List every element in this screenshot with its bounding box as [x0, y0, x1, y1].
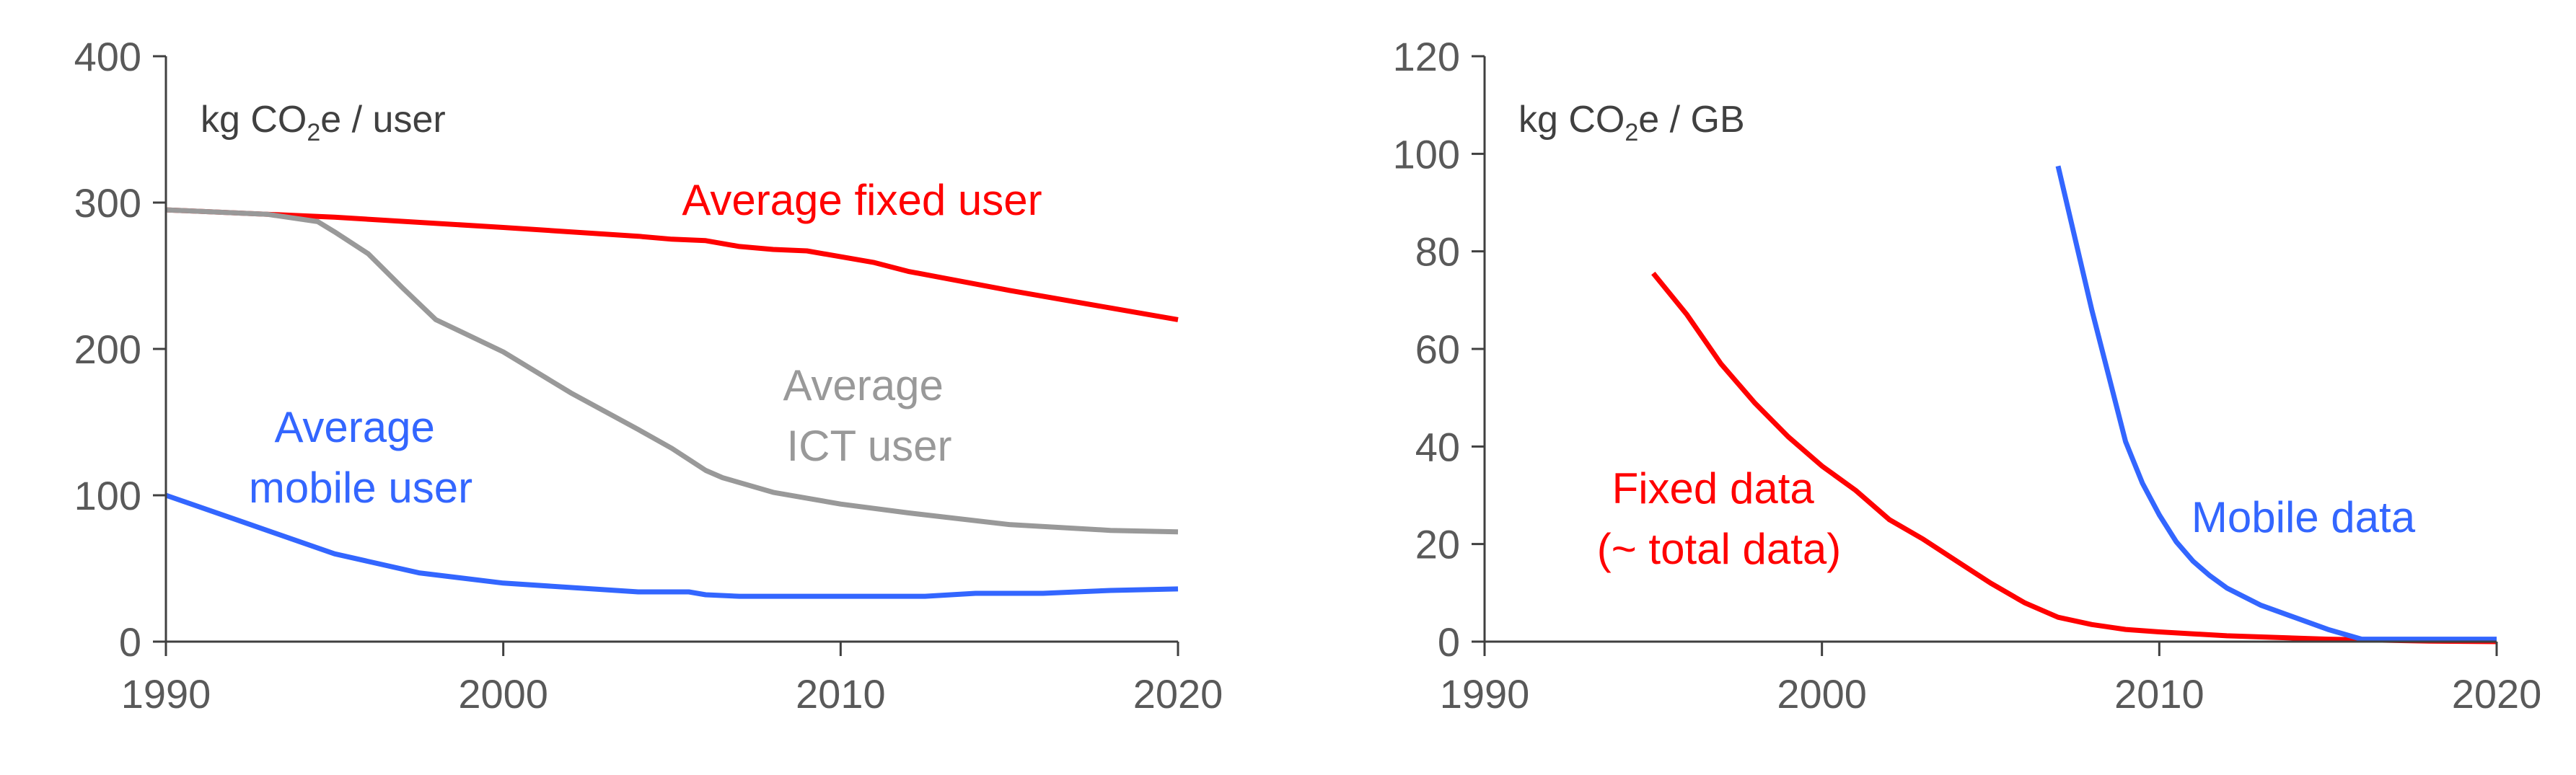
chart2-y-tick-label: 20: [1415, 522, 1460, 567]
chart2-x-tick-label: 1990: [1440, 671, 1530, 717]
series-line-average-fixed-user: [165, 207, 1179, 322]
series-line-average-mobile-user: [164, 492, 1179, 599]
chart2-series-group: [1651, 165, 2497, 645]
chart2-x-tick-label: 2020: [2452, 671, 2542, 717]
chart2-y-tick-label: 120: [1393, 34, 1460, 79]
chart2-y-tick-label: 100: [1393, 131, 1460, 177]
chart2-tick-labels: 0 20 40 60 80 100 120 1990 2000 2010 2020: [1393, 34, 2542, 717]
chart1-y-tick-label: 200: [74, 327, 141, 372]
label-average-mobile-user: Average mobile user: [249, 403, 472, 512]
label-fixed-data: Fixed data (~ total data): [1597, 464, 1842, 573]
label-average-ict-user-line1: Average: [783, 361, 943, 409]
label-average-fixed-user: Average fixed user: [682, 176, 1042, 224]
label-mobile-data: Mobile data: [2192, 493, 2416, 541]
label-average-mobile-user-line1: Average: [274, 403, 434, 451]
chart1-x-tick-label: 2000: [458, 671, 548, 717]
chart2-x-tick-label: 2000: [1777, 671, 1867, 717]
chart1-unit-label: kg CO2e / user: [201, 99, 446, 146]
chart1-unit-main: kg CO: [201, 99, 307, 141]
chart2-unit-rest: e / GB: [1638, 99, 1744, 141]
chart2-y-tick-label: 0: [1438, 619, 1460, 665]
label-average-fixed-user-line1: Average fixed user: [682, 176, 1042, 224]
label-mobile-data-line1: Mobile data: [2192, 493, 2416, 541]
chart2-axes: [1472, 55, 2498, 656]
series-line-mobile-data: [2055, 165, 2497, 642]
chart2-y-tick-label: 80: [1415, 229, 1460, 275]
chart1-series-group: [164, 207, 1179, 599]
chart1-axes: [153, 55, 1179, 656]
chart1-y-tick-label: 300: [74, 180, 141, 226]
chart1-y-tick-label: 100: [74, 473, 141, 518]
series-line-average-ict-user: [165, 207, 1179, 535]
chart2-y-tick-label: 40: [1415, 424, 1460, 469]
chart1-y-tick-label: 400: [74, 34, 141, 79]
chart2-unit-main: kg CO: [1518, 99, 1625, 141]
chart1-unit-rest: e / user: [320, 99, 445, 141]
chart2-y-tick-label: 60: [1415, 327, 1460, 372]
chart1-x-tick-label: 2010: [796, 671, 886, 717]
label-average-ict-user: Average ICT user: [783, 361, 955, 470]
series-line-fixed-data: [1651, 271, 2497, 645]
label-average-mobile-user-line2: mobile user: [249, 464, 472, 512]
chart2-x-tick-label: 2010: [2114, 671, 2204, 717]
chart-emissions-per-gb: 0 20 40 60 80 100 120 1990 2000 2010 2020 kg CO2e …: [1393, 34, 2542, 717]
label-fixed-data-line2: (~ total data): [1597, 525, 1842, 573]
label-average-ict-user-line2: ICT user: [787, 422, 952, 470]
chart1-tick-labels: 0 100 200 300 400 1990 2000 2010 2020: [74, 34, 1223, 717]
chart1-unit-sub: 2: [307, 119, 320, 146]
label-fixed-data-line1: Fixed data: [1612, 464, 1815, 513]
chart2-unit-label: kg CO2e / GB: [1518, 99, 1745, 146]
chart1-y-tick-label: 0: [119, 619, 141, 665]
chart2-unit-sub: 2: [1625, 119, 1638, 146]
chart1-x-tick-label: 1990: [121, 671, 211, 717]
chart-emissions-per-user: 0 100 200 300 400 1990 2000 2010 2020 kg CO2e / …: [74, 34, 1223, 717]
chart1-x-tick-label: 2020: [1133, 671, 1223, 717]
